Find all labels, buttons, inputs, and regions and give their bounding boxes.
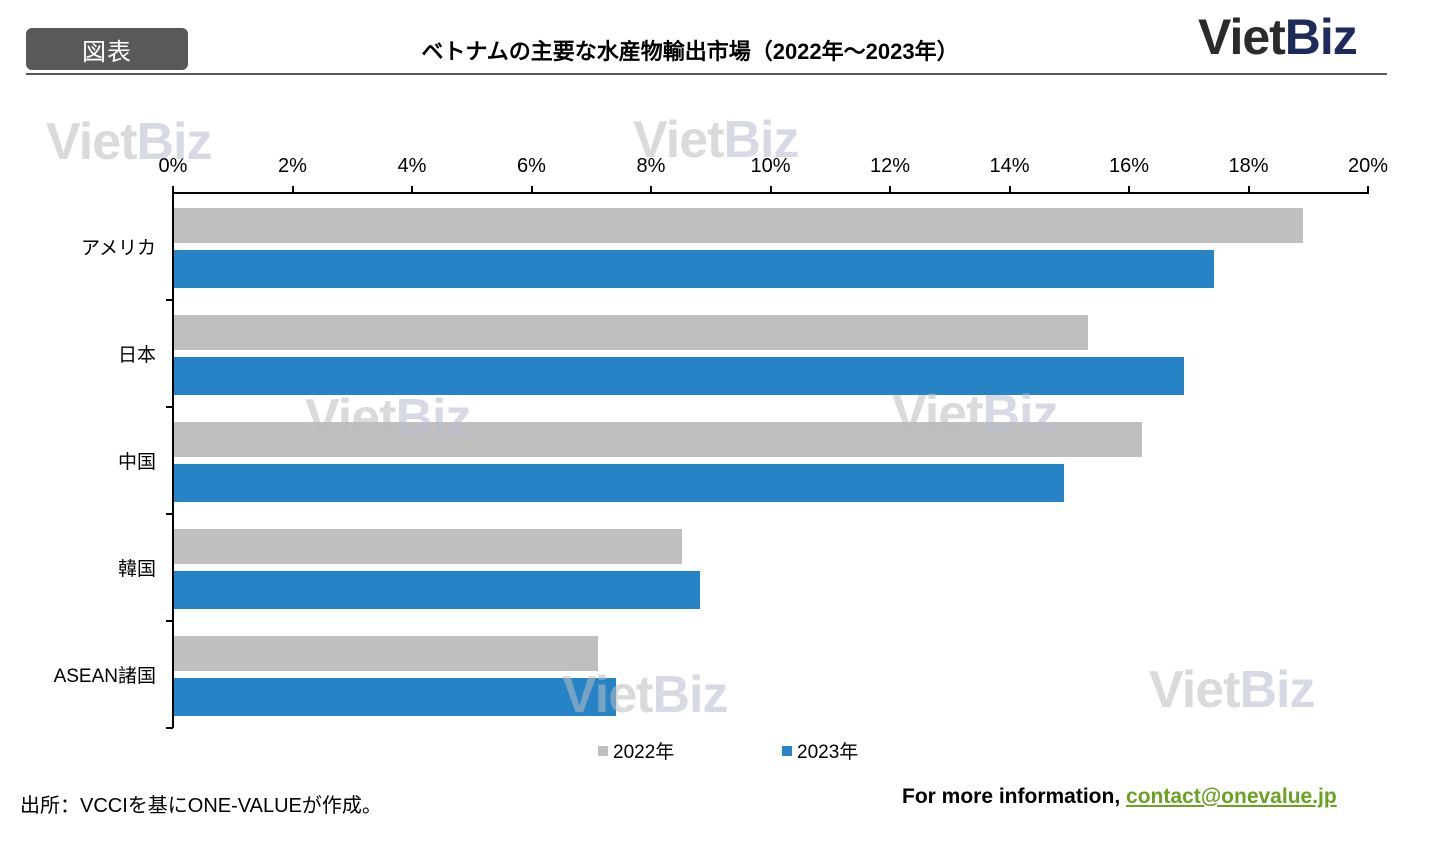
x-tick xyxy=(411,186,413,193)
x-tick xyxy=(1128,186,1130,193)
y-tick xyxy=(166,513,173,515)
legend-swatch-2022 xyxy=(598,745,608,756)
source-note: 出所：VCCIを基にONE-VALUEが作成。 xyxy=(20,795,382,817)
x-tick xyxy=(530,186,533,193)
x-tick-label: 10% xyxy=(750,155,791,177)
x-tick xyxy=(769,186,772,193)
x-tick-label: 8% xyxy=(636,155,666,177)
x-tick-label: 12% xyxy=(869,155,911,177)
y-category-label: ASEAN諸国 xyxy=(53,666,156,687)
y-tick xyxy=(166,406,173,408)
x-tick xyxy=(889,186,891,193)
y-tick xyxy=(166,620,173,622)
bar-2022年 xyxy=(174,529,682,564)
figure-badge: 図表 xyxy=(26,28,188,70)
bar-2022年 xyxy=(174,636,599,671)
x-tick xyxy=(650,186,652,193)
x-tick-label: 18% xyxy=(1228,155,1269,177)
y-category-label: 中国 xyxy=(117,452,156,473)
x-tick-label: 0% xyxy=(158,155,188,177)
y-tick xyxy=(166,299,173,301)
bar-2023年 xyxy=(174,464,1065,502)
x-tick xyxy=(291,186,294,193)
y-axis-line xyxy=(172,192,174,728)
bar-2023年 xyxy=(174,357,1184,395)
bar-2023年 xyxy=(174,250,1214,288)
x-tick-label: 2% xyxy=(278,155,307,177)
x-tick-label: 4% xyxy=(397,155,427,177)
x-tick-label: 6% xyxy=(517,155,546,177)
x-axis-line xyxy=(173,192,1369,194)
y-tick xyxy=(166,727,173,729)
header-divider xyxy=(26,73,1387,75)
contact-info: For more information, contact@onevalue.j… xyxy=(902,785,1337,808)
bar-2022年 xyxy=(174,208,1304,243)
contact-email-link[interactable]: contact@onevalue.jp xyxy=(1126,785,1337,808)
x-tick xyxy=(1008,186,1011,193)
legend-item-2023: 2023年 xyxy=(782,737,858,764)
bar-2022年 xyxy=(174,315,1089,350)
legend-item-2022: 2022年 xyxy=(598,737,674,764)
x-tick-label: 20% xyxy=(1347,155,1389,177)
x-tick-label: 16% xyxy=(1108,155,1150,177)
bar-2023年 xyxy=(174,678,617,716)
chart-title: ベトナムの主要な水産物輸出市場（2022年～2023年） xyxy=(421,39,959,64)
bar-2023年 xyxy=(174,571,700,609)
y-category-label: アメリカ xyxy=(80,238,156,259)
x-tick xyxy=(172,186,174,193)
y-category-label: 日本 xyxy=(117,345,156,366)
vietbiz-logo: VietBiz xyxy=(1198,9,1358,65)
x-tick xyxy=(1367,186,1369,193)
bar-2022年 xyxy=(174,422,1142,457)
legend-swatch-2023 xyxy=(782,745,792,756)
y-category-label: 韓国 xyxy=(117,559,156,580)
figure-badge-label: 図表 xyxy=(82,38,132,66)
vietbiz-watermark: VietBiz xyxy=(1149,661,1315,719)
x-tick xyxy=(1247,186,1250,193)
x-tick-label: 14% xyxy=(989,155,1030,177)
